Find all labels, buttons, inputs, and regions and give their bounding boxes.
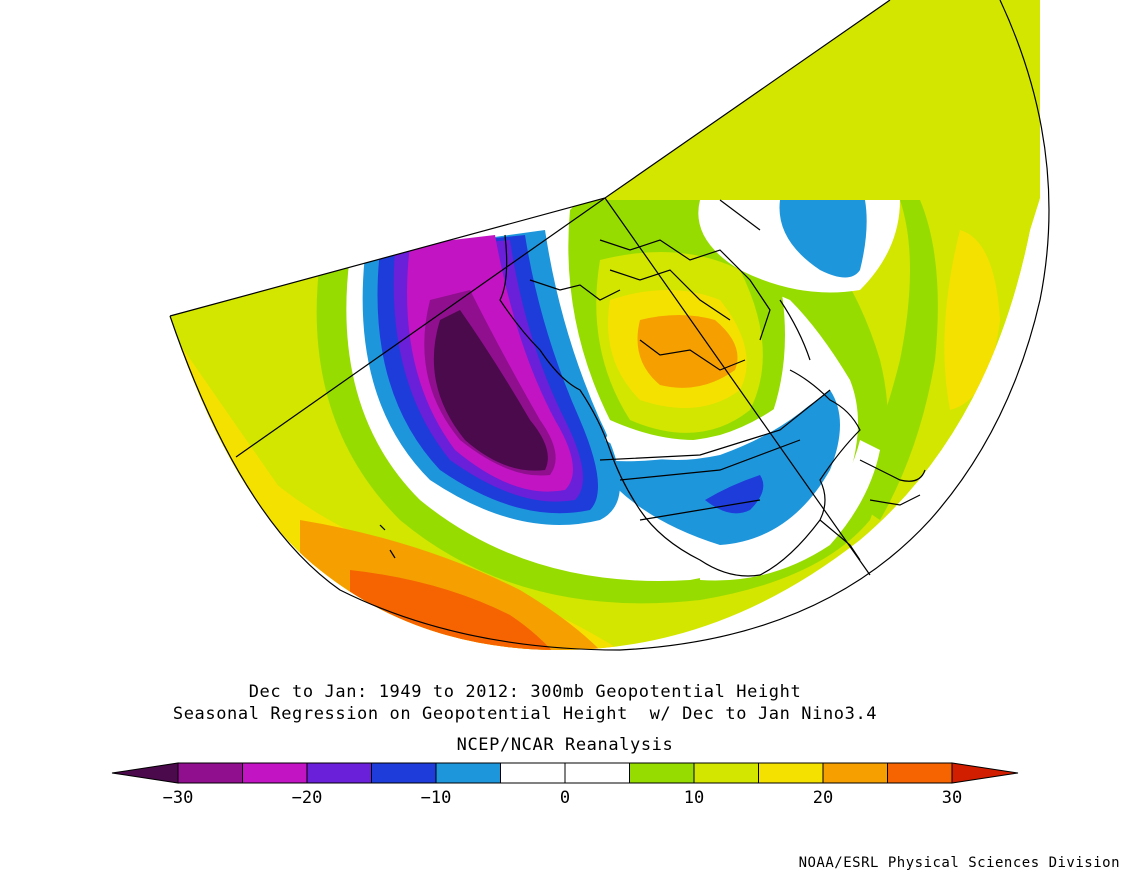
field-atlantic-green	[850, 200, 938, 520]
colorbar-bin	[371, 762, 437, 784]
field-us-white	[605, 375, 830, 460]
colorbar-min-triangle	[111, 762, 179, 784]
colorbar-bin	[435, 762, 501, 784]
field-atlantic-yellow	[944, 230, 1000, 410]
colorbar-bin	[242, 762, 308, 784]
colorbar-bin	[177, 762, 243, 784]
field-canada-orange	[637, 315, 738, 388]
field-mexico-white	[700, 440, 880, 581]
colorbar-tick-label: 0	[560, 788, 570, 808]
colorbar-max-triangle	[951, 762, 1019, 784]
colorbar-bin	[887, 762, 953, 784]
colorbar-bin	[693, 762, 759, 784]
field-neg-30	[433, 310, 548, 471]
dataset-label: NCEP/NCAR Reanalysis	[456, 735, 674, 755]
colorbar-bin	[629, 762, 695, 784]
colorbar-bin	[500, 762, 566, 784]
colorbar-tick-label: 30	[942, 788, 962, 808]
colorbar-bin	[306, 762, 372, 784]
colorbar: −30 −20 −10 0 10 20 30	[111, 762, 1019, 808]
title-line-2: Seasonal Regression on Geopotential Heig…	[172, 704, 878, 724]
field-us-blue	[600, 390, 840, 545]
colorbar-bin	[822, 762, 888, 784]
projection-outline	[169, 0, 1050, 651]
colorbar-tick-label: −30	[163, 788, 194, 808]
anomaly-field	[170, 0, 1040, 650]
colorbar-bin	[758, 762, 824, 784]
title-line-1: Dec to Jan: 1949 to 2012: 300mb Geopoten…	[248, 682, 802, 702]
credit-label: NOAA/ESRL Physical Sciences Division	[798, 855, 1120, 871]
field-arctic-blue	[779, 200, 867, 278]
colorbar-bins	[111, 762, 1019, 784]
colorbar-tick-label: 10	[684, 788, 704, 808]
field-pacific-red	[350, 570, 560, 650]
colorbar-tick-label: −20	[292, 788, 323, 808]
colorbar-tick-label: −10	[421, 788, 452, 808]
colorbar-tick-label: 20	[813, 788, 833, 808]
regression-map	[169, 0, 1050, 651]
colorbar-bin	[564, 762, 630, 784]
field-us-darkblue	[705, 475, 764, 514]
colorbar-ticks: −30 −20 −10 0 10 20 30	[163, 788, 963, 808]
